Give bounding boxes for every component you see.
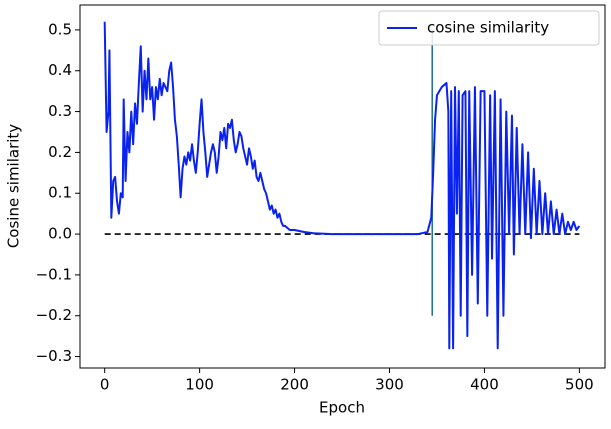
y-tick-label: 0.1 [48, 184, 72, 202]
y-tick-label: 0.4 [48, 61, 72, 79]
series-line [103, 21, 581, 350]
x-axis-label: Epoch [319, 399, 365, 417]
y-tick-label: −0.1 [36, 265, 72, 283]
y-tick-label: 0.0 [48, 225, 72, 243]
y-tick-label: 0.2 [48, 143, 72, 161]
x-tick-label: 0 [100, 376, 110, 394]
y-tick-label: −0.2 [36, 306, 72, 324]
x-tick-label: 200 [280, 376, 309, 394]
y-tick-label: 0.3 [48, 102, 72, 120]
plot-frame [79, 4, 606, 369]
legend-label: cosine similarity [427, 19, 549, 37]
y-tick-label: 0.5 [48, 20, 72, 38]
x-tick-label: 100 [185, 376, 214, 394]
x-tick-label: 500 [565, 376, 594, 394]
x-tick-label: 300 [375, 376, 404, 394]
y-axis-label: Cosine similarity [5, 124, 23, 248]
legend-box [378, 10, 600, 46]
x-tick-label: 400 [470, 376, 499, 394]
y-tick-label: −0.3 [36, 347, 72, 365]
